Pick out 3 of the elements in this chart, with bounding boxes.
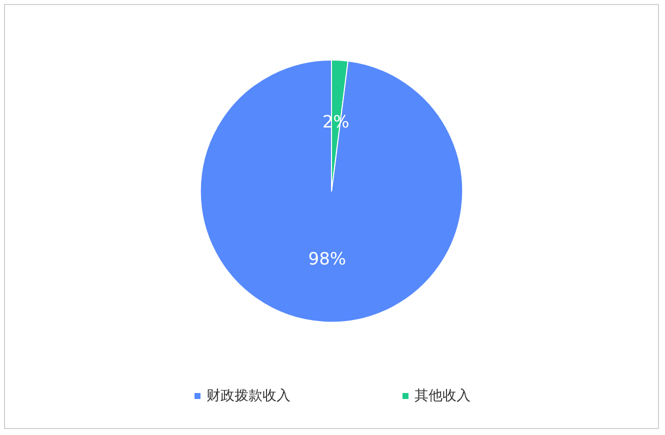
legend-label: 其他收入 [414, 388, 470, 404]
data-label: 98% [308, 250, 346, 270]
legend-label: 财政拨款收入 [206, 388, 290, 404]
